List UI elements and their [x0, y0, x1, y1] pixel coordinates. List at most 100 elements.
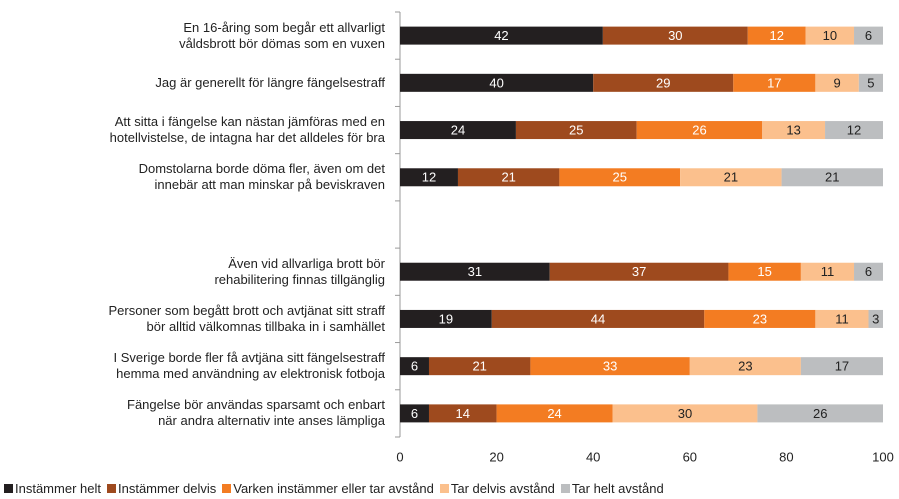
bar-segment	[781, 168, 883, 187]
bar-segment	[858, 73, 883, 92]
data-label: 23	[753, 311, 767, 326]
bar-segment	[400, 404, 429, 423]
bar-segment	[559, 168, 681, 187]
legend-label: Instämmer helt	[15, 481, 101, 496]
bar-segment	[612, 404, 758, 423]
data-label: 31	[468, 264, 482, 279]
bar-segment	[800, 357, 883, 376]
data-label: 23	[738, 359, 752, 374]
data-label: 25	[613, 170, 627, 185]
bar-segment	[728, 262, 801, 281]
legend-item: Tar helt avstånd	[560, 481, 664, 496]
data-label: 25	[569, 122, 583, 137]
bar-segment	[704, 309, 816, 328]
bar-segment	[825, 121, 883, 140]
data-label: 6	[865, 264, 872, 279]
data-label: 40	[489, 75, 503, 90]
bar-segment	[815, 73, 859, 92]
category-label: Domstolarna borde döma fler, även om det…	[138, 161, 385, 193]
bar-segment	[689, 357, 801, 376]
data-label: 21	[501, 170, 515, 185]
data-label: 29	[656, 75, 670, 90]
bar-segment	[496, 404, 613, 423]
bar-segment	[530, 357, 690, 376]
legend: Instämmer helt Instämmer delvis Varken ins…	[4, 481, 670, 496]
bar-segment	[400, 73, 594, 92]
x-tick-label: 60	[683, 449, 697, 464]
bar-segment	[400, 168, 458, 187]
plot: 0 20 40 60 80 100 42 30 12 10 6 40 29 17 9 5 24 25 26 13 12 1…	[395, 11, 894, 464]
bar-segment	[854, 26, 883, 45]
data-label: 21	[825, 170, 839, 185]
data-label: 21	[724, 170, 738, 185]
category-label: Även vid allvarliga brott bör rehabilite…	[214, 255, 385, 287]
bar-segment	[602, 26, 748, 45]
data-label: 14	[456, 406, 470, 421]
bar-segment	[549, 262, 729, 281]
data-label: 11	[835, 311, 849, 326]
category-label: Jag är generellt för längre fängelsestra…	[155, 74, 385, 90]
bar-segment	[762, 121, 826, 140]
data-label: 11	[821, 264, 835, 279]
data-label: 17	[767, 75, 781, 90]
bar-segment	[491, 309, 705, 328]
bar-segment	[636, 121, 763, 140]
data-label: 26	[692, 122, 706, 137]
legend-swatch	[222, 484, 232, 493]
data-label: 6	[411, 359, 418, 374]
x-tick-label: 0	[396, 449, 403, 464]
legend-label: Tar delvis avstånd	[450, 481, 555, 496]
category-label: En 16-åring som begår ett allvarligt vål…	[179, 19, 385, 51]
data-label: 30	[668, 28, 682, 43]
data-label: 19	[439, 311, 453, 326]
data-label: 9	[833, 75, 840, 90]
data-label: 6	[411, 406, 418, 421]
bar-segment	[400, 26, 603, 45]
data-label: 37	[632, 264, 646, 279]
bar-segment	[854, 262, 883, 281]
data-label: 33	[603, 359, 617, 374]
bar-segment	[400, 309, 492, 328]
data-label: 3	[872, 311, 879, 326]
data-label: 12	[770, 28, 784, 43]
data-label: 26	[813, 406, 827, 421]
data-label: 6	[865, 28, 872, 43]
bar-segment	[815, 309, 869, 328]
legend-label: Tar helt avstånd	[571, 481, 664, 496]
bar-segment	[400, 121, 516, 140]
bar-segment	[428, 404, 497, 423]
data-label: 44	[591, 311, 605, 326]
category-label: Fängelse bör användas sparsamt och enbar…	[127, 397, 385, 429]
data-label: 12	[847, 122, 861, 137]
category-label: Att sitta i fängelse kan nästan jämföras…	[109, 114, 385, 146]
x-tick-label: 40	[586, 449, 600, 464]
data-label: 10	[823, 28, 837, 43]
data-label: 17	[835, 359, 849, 374]
bar-segment	[800, 262, 855, 281]
legend-label: Instämmer delvis	[117, 481, 217, 496]
data-label: 15	[757, 264, 771, 279]
legend-item: Tar delvis avstånd	[439, 481, 555, 496]
data-label: 24	[547, 406, 561, 421]
legend-item: Instämmer delvis	[106, 481, 217, 496]
legend-item: Varken instämmer eller tar avstånd	[222, 481, 434, 496]
bar-segment	[868, 309, 883, 328]
bar-segment	[593, 73, 734, 92]
bar-segment	[400, 262, 550, 281]
bar-segment	[428, 357, 531, 376]
bar-segment	[680, 168, 782, 187]
category-label: I Sverige borde fler få avtjäna sitt fän…	[113, 350, 385, 382]
data-label: 5	[867, 75, 874, 90]
legend-label: Varken instämmer eller tar avstånd	[233, 481, 434, 496]
bar-segment	[757, 404, 883, 423]
x-tick-label: 20	[489, 449, 503, 464]
category-label: Personer som begått brott och avtjänat s…	[108, 302, 385, 334]
bar-segment	[733, 73, 816, 92]
bar-segment	[457, 168, 560, 187]
legend-swatch	[106, 484, 116, 493]
x-tick-label: 100	[872, 449, 894, 464]
x-tick-label: 80	[779, 449, 793, 464]
data-label: 21	[472, 359, 486, 374]
data-label: 42	[494, 28, 508, 43]
